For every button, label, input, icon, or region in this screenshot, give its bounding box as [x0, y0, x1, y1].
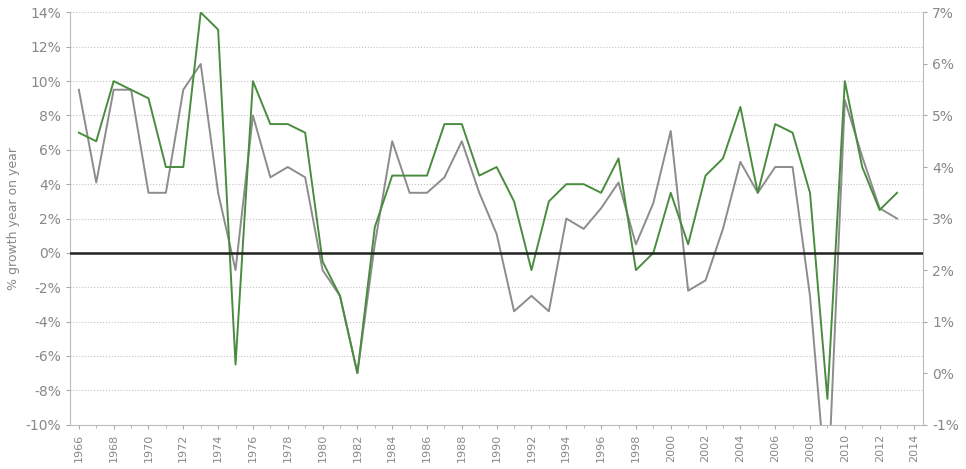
Y-axis label: % growth year on year: % growth year on year — [7, 147, 20, 290]
